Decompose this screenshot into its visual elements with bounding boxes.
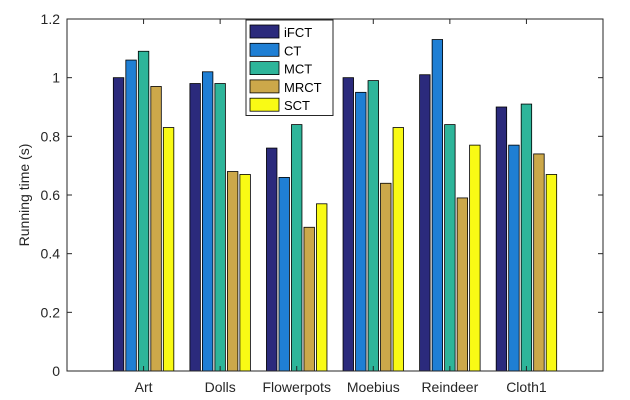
ticks-layer: 0 0.2 0.4 0.6 0.8 1 1.2 Art Dolls Flowerpots Moebi… (41, 11, 603, 395)
x-tick-label-moebius: Moebius (347, 379, 400, 395)
legend-swatch-mct (249, 61, 280, 75)
legend-swatch-sct (249, 97, 280, 112)
bar-mrct-cloth1 (533, 153, 545, 372)
bar-mrct-art (150, 86, 162, 372)
bar-ifct-dolls (189, 83, 201, 372)
bar-mct-art (137, 50, 150, 372)
bar-ct-cloth1 (508, 144, 520, 372)
bar-sct-cloth1 (545, 174, 558, 372)
x-tick-label-dolls: Dolls (205, 379, 236, 395)
y-tick-label: 0.6 (41, 187, 61, 203)
bar-sct-flowerpots (316, 203, 328, 372)
legend-label-sct: SCT (284, 98, 310, 113)
legend-label-mct: MCT (284, 62, 312, 77)
bar-sct-moebius (392, 127, 404, 372)
bar-mrct-moebius (380, 182, 392, 372)
legend-label-ct: CT (284, 43, 301, 58)
bar-ct-art (125, 59, 137, 372)
legend-swatch-ct (249, 42, 280, 57)
x-tick-label-art: Art (135, 379, 153, 395)
bar-ct-flowerpots (278, 176, 290, 372)
bar-mct-cloth1 (520, 103, 533, 372)
y-tick-label: 0.2 (41, 304, 61, 320)
x-tick-label-reindeer: Reindeer (421, 379, 478, 395)
legend-swatch-mrct (249, 79, 280, 94)
bar-ifct-cloth1 (495, 106, 508, 372)
bar-mrct-dolls (226, 171, 239, 372)
bar-mrct-reindeer (456, 197, 469, 372)
y-axis-label: Running time (s) (16, 144, 32, 247)
bar-ct-dolls (201, 71, 214, 372)
x-tick-label-flowerpots: Flowerpots (262, 379, 330, 395)
bar-ifct-art (112, 77, 125, 372)
bar-sct-art (162, 127, 175, 372)
y-tick-label: 0.8 (41, 128, 61, 144)
y-tick-label: 0 (52, 363, 60, 379)
bar-ct-reindeer (431, 39, 444, 372)
bar-mct-moebius (367, 80, 379, 372)
bar-mrct-flowerpots (303, 226, 315, 372)
bar-ifct-reindeer (419, 74, 431, 372)
bar-mct-dolls (214, 83, 226, 372)
bar-sct-reindeer (469, 144, 481, 372)
y-tick-label: 1 (52, 70, 60, 86)
legend: iFCT CT MCT MRCT SCT (245, 19, 334, 116)
legend-label-mrct: MRCT (284, 80, 322, 95)
legend-swatch-ifct (249, 24, 280, 39)
x-tick-label-cloth1: Cloth1 (506, 379, 547, 395)
bar-ifct-moebius (342, 77, 354, 372)
y-tick-label: 1.2 (41, 11, 61, 27)
bar-ct-moebius (355, 91, 367, 372)
bar-sct-dolls (239, 174, 251, 372)
y-tick-label: 0.4 (41, 246, 61, 262)
bar-ifct-flowerpots (266, 147, 278, 372)
legend-label-ifct: iFCT (284, 25, 312, 40)
bar-mct-reindeer (444, 124, 456, 372)
bar-mct-flowerpots (291, 124, 303, 372)
